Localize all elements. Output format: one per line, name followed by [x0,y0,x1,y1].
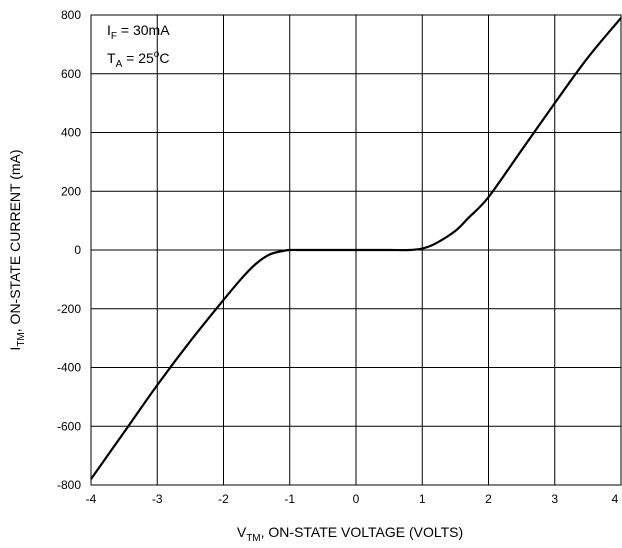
grid [91,15,621,485]
x-axis-label: VTM, ON-STATE VOLTAGE (VOLTS) [237,524,463,544]
series-line-0 [90,17,622,480]
y-tick-label: -400 [57,361,81,375]
x-tick-label: 4 [612,492,619,506]
annotation-ambient-temperature: TA = 25oC [107,49,169,70]
y-tick-label: -800 [57,478,81,492]
annotation-forward-current: IF = 30mA [107,22,170,42]
y-tick-label: -600 [57,419,81,433]
y-tick-label: 200 [61,184,81,198]
x-tick-label: 3 [551,492,558,506]
x-tick-labels: -4 -3 -2 -1 0 1 2 3 4 [86,492,619,506]
x-tick-label: 2 [485,492,492,506]
plot-frame [90,14,622,486]
x-tick-label: -1 [284,492,295,506]
y-tick-label: 800 [61,8,81,22]
y-tick-labels: 800 600 400 200 0 -200 -400 -600 -800 [57,8,81,492]
y-tick-label: 600 [61,67,81,81]
x-tick-label: -2 [218,492,229,506]
series-lines [90,17,622,480]
x-tick-label: 1 [419,492,426,506]
y-axis-label: ITM, ON-STATE CURRENT (mA) [7,149,27,350]
x-tick-label: 0 [353,492,360,506]
y-tick-label: 0 [74,243,81,257]
y-tick-label: 400 [61,126,81,140]
y-tick-label: -200 [57,302,81,316]
x-tick-label: -3 [152,492,163,506]
x-tick-label: -4 [86,492,97,506]
